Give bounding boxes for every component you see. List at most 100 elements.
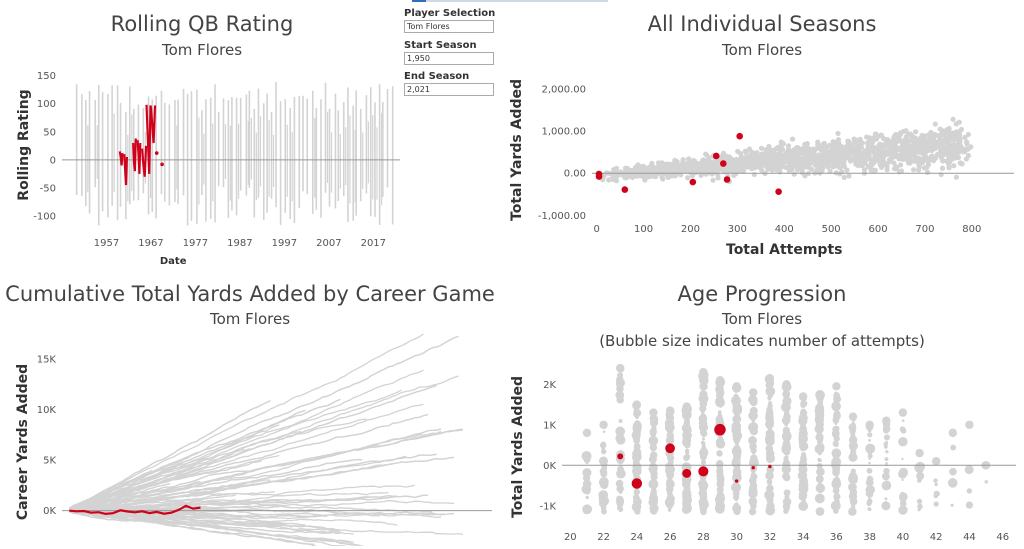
age-background-bubble [949,467,957,476]
age-background-bubble [681,423,692,433]
seasons-x-tick-label: 200 [681,224,700,235]
season-point [659,174,665,180]
age-highlight-bubble[interactable] [768,464,772,469]
age-background-bubble [733,494,740,501]
dashboard-tab-strip[interactable] [412,0,608,2]
season-point [944,158,950,164]
age-background-bubble [716,460,724,468]
age-background-bubble [767,396,772,401]
age-highlight-bubble[interactable] [617,453,624,460]
player-selection-input[interactable]: Tom Flores [404,20,494,33]
age-background-bubble [634,464,640,470]
age-background-bubble [835,415,839,418]
season-point [876,158,882,165]
season-point [883,148,890,155]
rolling-highlight-season[interactable] [118,151,124,166]
age-x-tick-label: 20 [564,532,577,543]
rolling-y-tick-label: -50 [40,183,56,194]
age-background-bubble [701,451,706,455]
season-point [805,164,811,171]
rolling-highlight-season[interactable] [141,145,148,177]
age-background-bubble [964,465,974,475]
season-point [799,150,806,156]
season-point [773,164,779,170]
age-background-bubble [583,456,591,463]
season-point [922,137,929,144]
rolling-highlight-point[interactable] [154,151,159,155]
cumulative-yards-chart[interactable]: 0K 5K 10K 15K Career Yards Added [0,272,500,549]
age-background-bubble [701,443,706,448]
cumulative-background-line [69,429,463,511]
seasons-highlight-point[interactable] [712,152,720,160]
seasons-highlight-point[interactable] [689,178,697,186]
season-point [953,174,960,180]
rolling-highlight-season[interactable] [136,140,142,174]
season-point [758,145,765,151]
rolling-highlight-season[interactable] [132,138,137,172]
age-background-bubble [883,480,891,489]
age-highlight-bubble[interactable] [631,478,643,489]
age-background-bubble [683,497,689,502]
rolling-highlight-point[interactable] [160,162,164,167]
seasons-highlight-point[interactable] [775,188,782,196]
rolling-highlight-season[interactable] [145,104,152,174]
season-point [841,155,848,162]
age-progression-chart[interactable]: -1K 0K 1K 2K 20 22 24 26 28 30 32 34 36 38 40 42 44 46 Tot… [500,272,1024,549]
cumulative-highlight-line[interactable] [69,504,201,516]
age-highlight-bubble[interactable] [665,443,675,454]
season-point [905,143,911,150]
cumulative-background-line [69,468,201,509]
age-background-bubble [686,431,689,434]
rolling-highlight-season[interactable] [149,105,157,144]
seasons-highlight-point[interactable] [736,132,743,140]
rolling-highlight-season[interactable] [123,154,128,186]
seasons-y-tick-label: 0.00 [564,169,586,180]
seasons-x-tick-label: 100 [634,224,653,235]
age-x-tick-label: 26 [664,532,677,543]
age-background-bubble [749,388,758,397]
age-highlight-bubble[interactable] [751,465,755,470]
season-point [891,160,897,166]
age-highlight-bubble[interactable] [698,466,709,477]
age-background-bubble [734,399,738,404]
age-background-bubble [649,443,658,451]
start-season-input[interactable]: 1,950 [404,52,494,65]
season-point [925,156,931,162]
seasons-highlight-point[interactable] [621,186,629,193]
rolling-x-axis-label: Date [160,256,187,267]
season-point [893,145,900,151]
age-background-bubble [715,498,724,507]
season-point [913,157,920,163]
age-background-bubble [916,498,923,504]
age-background-bubble [798,461,807,470]
seasons-highlight-point[interactable] [723,176,731,183]
age-highlight-bubble[interactable] [682,468,692,478]
age-highlight-bubble[interactable] [714,423,726,436]
season-point [815,139,821,145]
age-background-bubble [835,497,839,501]
age-background-bubble [702,437,706,441]
season-point [804,141,810,147]
age-highlight-bubble[interactable] [734,479,739,483]
age-background-bubble [784,498,788,502]
age-background-bubble [783,474,791,482]
age-x-tick-label: 36 [830,532,843,543]
age-background-bubble [782,497,792,507]
age-background-bubble [833,435,840,442]
age-background-bubble [867,453,873,459]
season-point [923,146,929,152]
age-background-bubble [651,483,656,488]
seasons-highlight-point[interactable] [719,160,727,167]
age-background-bubble [900,500,904,504]
age-background-bubble [901,457,904,461]
age-background-bubble [717,413,722,418]
age-background-bubble [684,453,691,460]
seasons-scatter-chart[interactable]: -1,000.00 0.00 1,000.00 2,000.00 0 100 200 300 4… [500,0,1024,272]
rolling-rating-chart[interactable]: -100 -50 0 50 100 150 1957 1967 1977 1987 1997 2007… [0,0,404,272]
end-season-input[interactable]: 2,021 [404,83,494,96]
age-background-bubble [751,418,756,423]
season-point [932,131,938,138]
age-background-bubble [633,437,641,444]
seasons-highlight-point[interactable] [595,173,603,180]
age-background-bubble [848,507,857,516]
